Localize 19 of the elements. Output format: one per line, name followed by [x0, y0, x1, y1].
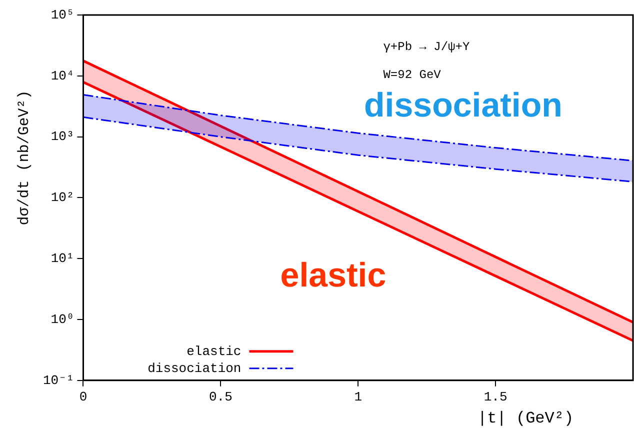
y-tick-label: 10⁵ — [50, 7, 74, 22]
annotation: W=92 GeV — [383, 68, 442, 82]
y-tick-label: 10³ — [50, 129, 74, 144]
legend-label: elastic — [186, 344, 242, 359]
y-tick-label: 10⁰ — [50, 312, 74, 327]
annotation: elastic — [280, 256, 386, 294]
legend-label: dissociation — [148, 360, 242, 376]
annotation: dissociation — [364, 86, 562, 124]
x-tick-label: 0 — [79, 390, 88, 405]
x-tick-label: 1.5 — [484, 390, 508, 405]
y-axis-title: dσ/dt (nb/GeV²) — [16, 90, 33, 226]
y-tick-label: 10⁴ — [50, 68, 74, 84]
annotation: γ+Pb → J/ψ+Y — [383, 40, 470, 54]
y-tick-label: 10² — [50, 190, 74, 206]
x-axis-title: |t| (GeV²) — [478, 410, 574, 428]
y-tick-label: 10⁻¹ — [42, 372, 74, 388]
x-tick-label: 1 — [354, 390, 362, 405]
x-tick-label: 0.5 — [208, 390, 232, 405]
y-tick-label: 10¹ — [50, 251, 74, 266]
